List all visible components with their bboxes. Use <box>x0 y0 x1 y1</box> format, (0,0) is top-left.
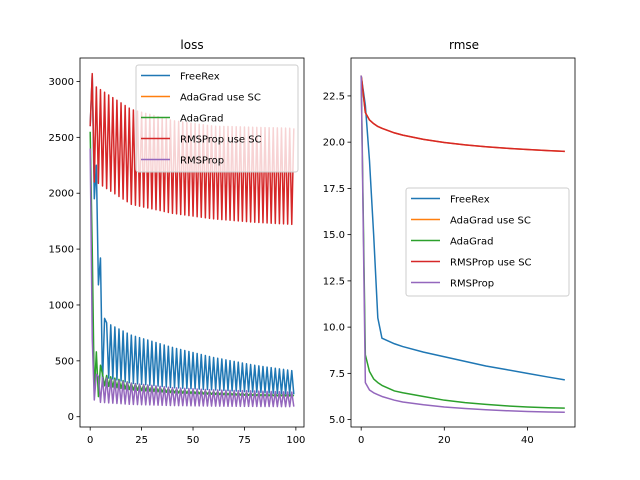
loss-legend-label-adagrad-use-sc: AdaGrad use SC <box>180 93 261 104</box>
loss-axes-frame <box>79 57 305 428</box>
rmse-ytick-label: 12.5 <box>323 276 345 287</box>
rmse-xtick-label: 40 <box>521 435 534 446</box>
rmse-ytick-label: 7.5 <box>329 369 345 380</box>
rmse-series-rmsprop-use-sc <box>360 75 565 153</box>
loss-legend-label-rmsprop: RMSProp <box>180 156 224 167</box>
loss-legend-box <box>135 64 299 173</box>
loss-xtick-label: 25 <box>135 435 148 446</box>
rmse-legend-label-adagrad: AdaGrad <box>450 237 493 248</box>
loss-xtick-label: 100 <box>286 435 305 446</box>
rmse-ytick-label: 5.0 <box>329 415 345 426</box>
loss-ytick-label: 3000 <box>49 77 74 88</box>
rmse-title: rmse <box>449 38 479 52</box>
rmse-legend-label-adagrad-use-sc: AdaGrad use SC <box>450 216 531 227</box>
rmse-xtick-label: 0 <box>358 435 364 446</box>
rmse-ytick-label: 20.0 <box>323 138 345 149</box>
loss-series-rmsprop <box>89 148 295 408</box>
loss-xtick-label: 50 <box>187 435 200 446</box>
rmse-ytick-label: 22.5 <box>323 91 345 102</box>
rmse-axes-frame <box>350 57 576 428</box>
rmse-legend-box <box>405 187 570 297</box>
loss-legend: FreeRex AdaGrad use SC AdaGrad RMSProp use … <box>135 64 299 173</box>
rmse-xtick-label: 20 <box>438 435 451 446</box>
loss-ytick-label: 0 <box>68 412 74 423</box>
loss-ytick-label: 1500 <box>49 245 74 256</box>
rmse-panel: rmse 0 20 40 5.0 7.5 10.0 12.5 15.0 17.5 20.0 22.5… <box>323 38 576 446</box>
loss-title: loss <box>180 38 203 52</box>
loss-xtick-label: 75 <box>238 435 251 446</box>
rmse-legend-label-rmsprop: RMSProp <box>450 279 494 290</box>
loss-ytick-label: 2000 <box>49 189 74 200</box>
loss-panel: loss 0 25 50 75 100050010001500200025003000 … <box>49 38 306 446</box>
rmse-ticks: 0 20 40 5.0 7.5 10.0 12.5 15.0 17.5 20.0 22.5 <box>323 91 534 446</box>
loss-legend-label-freerex: FreeRex <box>180 72 220 83</box>
rmse-ytick-label: 10.0 <box>323 323 345 334</box>
rmse-ytick-label: 17.5 <box>323 184 345 195</box>
loss-xtick-label: 0 <box>87 435 93 446</box>
rmse-series-lines <box>360 75 565 413</box>
loss-legend-label-rmsprop-use-sc: RMSProp use SC <box>180 135 262 146</box>
rmse-legend: FreeRex AdaGrad use SC AdaGrad RMSProp use … <box>405 187 570 297</box>
rmse-ytick-label: 15.0 <box>323 230 345 241</box>
loss-ytick-label: 2500 <box>49 133 74 144</box>
rmse-series-freerex <box>360 75 565 381</box>
loss-series-freerex <box>89 74 295 395</box>
loss-legend-label-adagrad: AdaGrad <box>180 114 223 125</box>
rmse-series-rmsprop <box>360 75 565 413</box>
loss-ytick-label: 500 <box>55 356 74 367</box>
loss-ytick-label: 1000 <box>49 300 74 311</box>
rmse-legend-label-rmsprop-use-sc: RMSProp use SC <box>450 258 532 269</box>
rmse-legend-label-freerex: FreeRex <box>450 195 490 206</box>
rmse-series-adagrad <box>360 75 565 409</box>
